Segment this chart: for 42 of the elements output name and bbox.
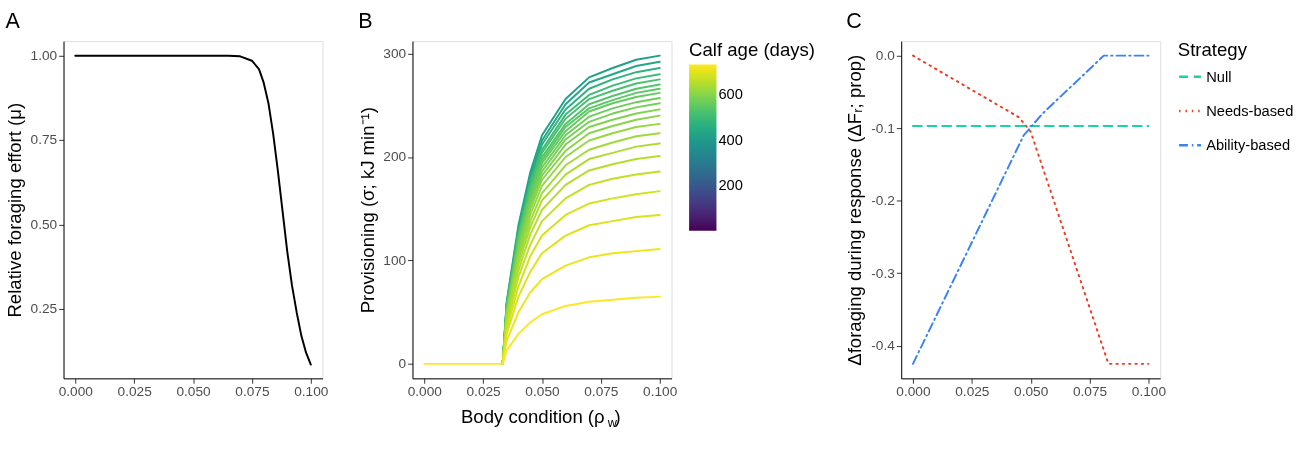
y-tick-label: 0.75	[30, 132, 58, 148]
y-tick-label: 0.0	[875, 48, 896, 64]
legend-title: Strategy	[1177, 38, 1248, 60]
y-axis-title: Provisioning (σ; kJ min⁻¹)	[356, 107, 378, 314]
x-tick-label: 0.050	[1014, 384, 1049, 400]
legend-label: Ability-based	[1206, 137, 1291, 154]
x-tick-label: 0.025	[117, 384, 153, 400]
y-tick-label: 300	[383, 45, 407, 61]
x-tick-label: 0.050	[176, 384, 212, 400]
legend-label: Null	[1206, 68, 1232, 85]
x-tick-label: 0.025	[466, 384, 502, 400]
y-tick-label: -0.2	[871, 193, 895, 209]
x-tick-label: 0.075	[1072, 384, 1108, 400]
x-tick-label: 0.075	[584, 384, 619, 400]
y-tick-label: 0.50	[30, 216, 58, 232]
color-bar-label: 600	[718, 86, 743, 103]
y-tick-label: 0.25	[30, 301, 58, 317]
y-tick-label: -0.4	[871, 338, 896, 354]
color-bar-label: 400	[718, 131, 743, 148]
x-tick-label: 0.100	[643, 384, 678, 400]
x-tick-label: 0.025	[955, 384, 990, 400]
x-tick-label: 0.075	[235, 384, 270, 400]
x-tick-label: 0.000	[407, 384, 443, 400]
y-tick-label: 1.00	[30, 48, 58, 64]
y-tick-label: -0.3	[871, 265, 895, 281]
legend-label: Needs-based	[1206, 102, 1294, 119]
chart-title: B	[358, 9, 373, 34]
y-tick-label: 200	[383, 149, 407, 165]
color-bar-label: 200	[718, 177, 743, 194]
y-tick-label: 100	[383, 252, 407, 268]
chart-title: C	[846, 9, 862, 34]
y-tick-label: 0	[398, 356, 407, 372]
chart-title: A	[5, 9, 21, 34]
x-tick-label: 0.100	[294, 384, 329, 400]
x-tick-label: 0.000	[896, 384, 931, 400]
y-axis-title: Relative foraging effort (μ)	[3, 102, 25, 318]
color-bar-title: Calf age (days)	[689, 38, 815, 60]
y-tick-label: -0.1	[871, 120, 895, 136]
x-tick-label: 0.000	[58, 384, 94, 400]
y-axis-title: Δforaging during response (ΔFᵣ; prop)	[844, 54, 866, 366]
x-tick-label: 0.050	[525, 384, 560, 400]
x-tick-label: 0.100	[1131, 384, 1167, 400]
